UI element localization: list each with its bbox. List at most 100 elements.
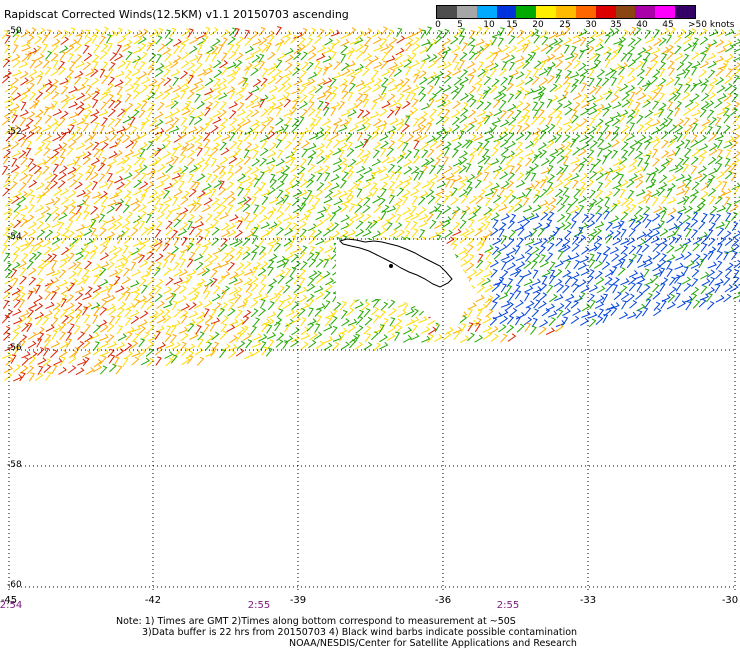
wind-barb	[555, 323, 564, 333]
wind-barb	[533, 238, 543, 246]
wind-barb	[674, 146, 681, 157]
wind-barb	[497, 276, 505, 287]
wind-barb	[1, 314, 10, 324]
wind-barb	[466, 123, 475, 133]
wind-barb	[570, 157, 580, 165]
wind-barb	[361, 301, 370, 311]
wind-barb	[484, 197, 492, 207]
wind-barb	[314, 285, 324, 293]
wind-barb	[371, 69, 379, 79]
wind-barb	[493, 250, 502, 260]
wind-barb	[660, 46, 670, 55]
wind-barb	[236, 340, 246, 350]
wind-barb	[139, 142, 148, 151]
wind-barb	[699, 36, 709, 46]
wind-barb	[164, 52, 172, 62]
wind-barb	[138, 338, 146, 348]
wind-barb	[396, 122, 405, 132]
wind-barb	[387, 299, 396, 309]
wind-barb	[212, 38, 221, 47]
wind-barb	[115, 365, 123, 375]
wind-barb	[491, 36, 498, 46]
wind-barb	[690, 165, 698, 175]
wind-barb	[117, 292, 126, 302]
wind-barb	[588, 228, 598, 237]
wind-barb	[308, 71, 318, 80]
wind-barb	[333, 205, 342, 214]
wind-barb	[173, 218, 182, 228]
wind-barb	[221, 343, 231, 352]
wind-barb	[329, 42, 336, 53]
wind-barb	[653, 37, 662, 47]
wind-barb	[34, 251, 42, 261]
wind-barb	[322, 47, 332, 55]
wind-barb	[498, 228, 505, 238]
wind-barb	[323, 336, 333, 344]
wind-barb	[715, 67, 724, 77]
wind-barb	[562, 308, 571, 317]
wind-barb	[338, 332, 346, 342]
wind-barb	[113, 356, 120, 366]
wind-barb	[437, 46, 447, 55]
wind-barb	[732, 38, 740, 47]
wind-barb	[250, 325, 257, 335]
wind-barb	[139, 172, 147, 182]
wind-barb	[259, 181, 266, 192]
wind-barb	[330, 132, 340, 141]
wind-barb	[90, 213, 100, 221]
wind-barb	[603, 167, 614, 175]
wind-barb	[10, 124, 20, 133]
wind-barb	[289, 222, 298, 232]
wind-barb	[492, 293, 501, 303]
wind-barb	[115, 341, 126, 350]
wind-barb	[554, 37, 564, 46]
wind-barb	[674, 274, 681, 284]
wind-barb	[165, 37, 174, 47]
wind-barb	[195, 84, 205, 92]
wind-barb	[538, 326, 547, 335]
wind-barb	[372, 141, 382, 151]
wind-barb	[333, 61, 341, 71]
wind-barb	[708, 222, 716, 232]
wind-barb	[325, 277, 335, 286]
wind-barb	[404, 115, 411, 125]
wind-barb	[547, 197, 557, 206]
wind-barb	[611, 77, 618, 87]
wind-barb	[307, 318, 317, 326]
wind-barb	[627, 45, 636, 55]
wind-barb	[491, 188, 498, 198]
wind-barb	[197, 338, 204, 348]
wind-barb	[91, 263, 101, 272]
wind-barb	[275, 117, 284, 126]
wind-barb	[332, 139, 341, 149]
wind-barb	[465, 139, 474, 149]
wind-barb	[67, 53, 74, 63]
wind-barb	[604, 116, 615, 125]
wind-barb	[411, 228, 419, 238]
wind-barb	[245, 283, 253, 293]
wind-barb	[611, 139, 620, 148]
wind-barb	[619, 285, 628, 294]
wind-barb	[68, 355, 77, 364]
wind-barb	[52, 302, 62, 311]
wind-barb	[659, 253, 667, 263]
wind-barb	[499, 171, 509, 180]
wind-barb	[115, 166, 125, 174]
wind-barb	[602, 123, 610, 134]
wind-barb	[290, 266, 297, 277]
wind-barb	[172, 84, 182, 93]
wind-barb	[92, 61, 99, 71]
wind-barb	[546, 139, 555, 149]
wind-barb	[577, 195, 587, 204]
wind-barb	[652, 223, 662, 231]
wind-barb	[509, 69, 519, 77]
wind-barb	[139, 51, 148, 61]
wind-barb	[140, 121, 146, 132]
wind-barb	[11, 164, 20, 173]
wind-barb	[445, 178, 451, 188]
wind-barb	[665, 117, 673, 127]
wind-barb	[612, 237, 622, 246]
wind-barb	[125, 140, 135, 149]
wind-barb	[19, 230, 29, 240]
wind-barb	[188, 69, 196, 80]
